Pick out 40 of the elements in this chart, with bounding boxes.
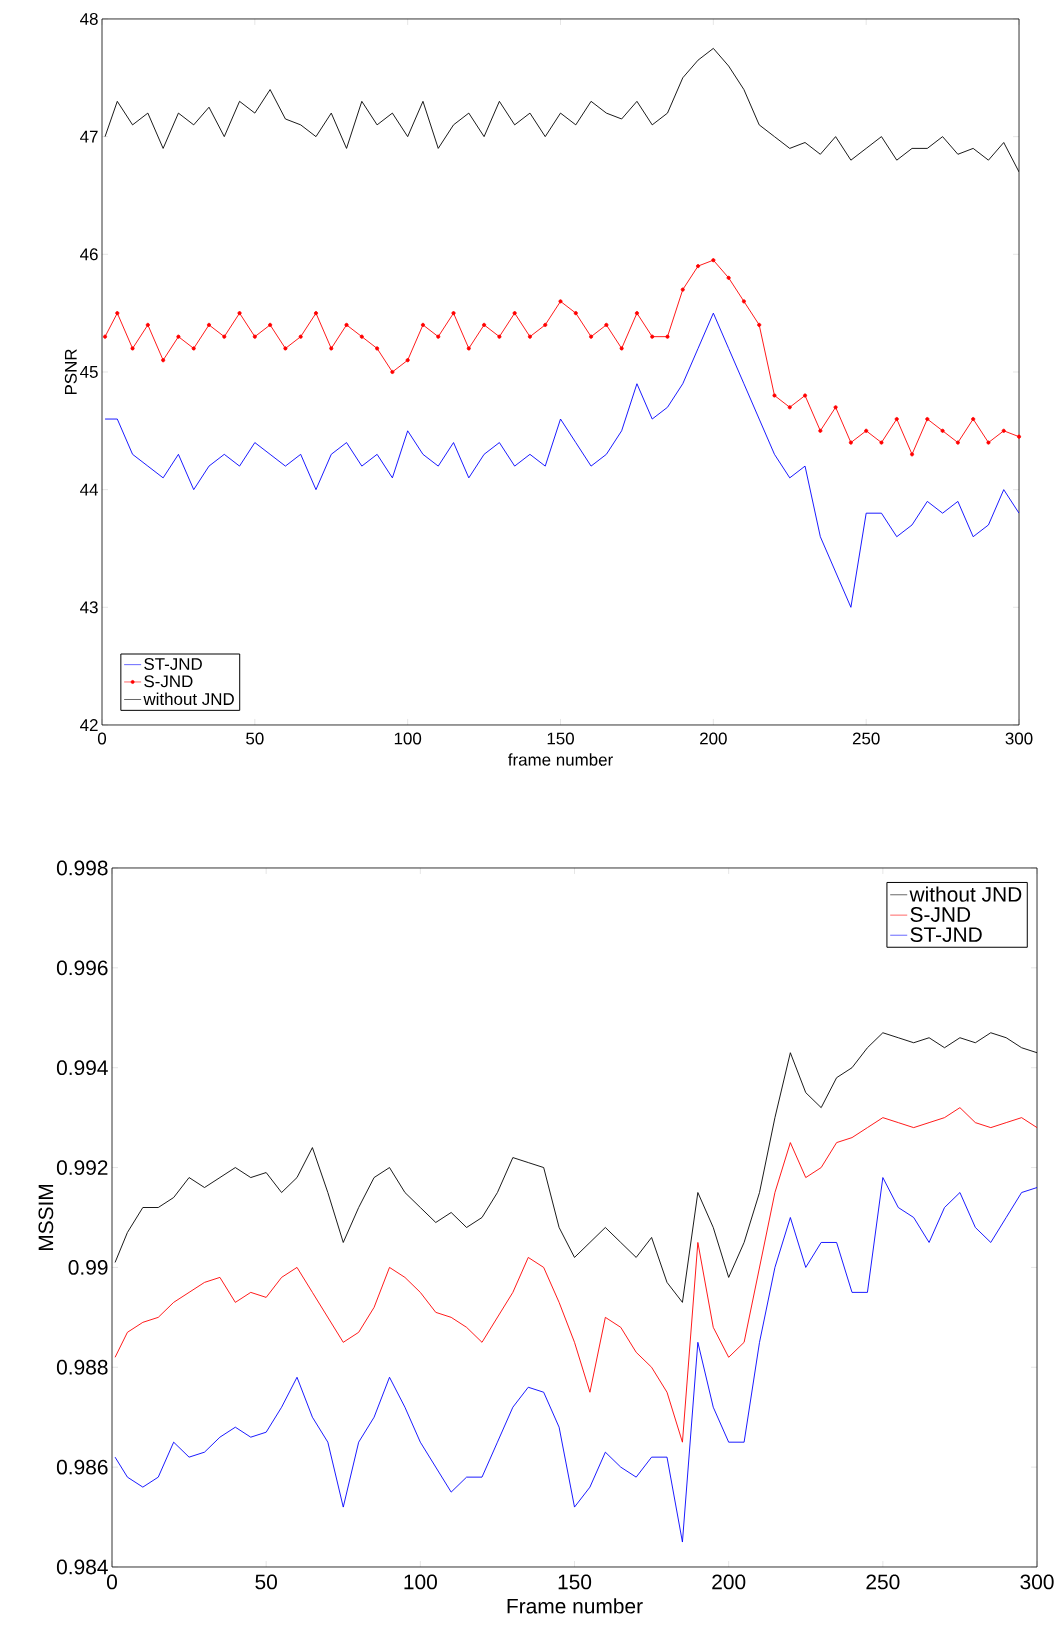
- x-tick-label: 100: [404, 1574, 437, 1590]
- y-tick-label: 0.988: [56, 1359, 108, 1375]
- x-axis-title: frame number: [508, 753, 613, 766]
- y-tick-label: 44: [80, 483, 98, 496]
- x-tick-label: 100: [394, 732, 422, 745]
- y-tick-label: 0.984: [56, 1559, 108, 1575]
- legend-label: S-JND: [910, 907, 971, 922]
- y-axis-title: PSNR: [64, 349, 77, 395]
- y-tick-label: 0.994: [56, 1060, 108, 1076]
- x-axis-title: Frame number: [507, 1598, 643, 1614]
- x-tick-label: 50: [255, 1574, 277, 1590]
- y-tick-label: 0.986: [56, 1459, 108, 1475]
- legend-label: S-JND: [144, 675, 193, 688]
- legend-label: ST-JND: [144, 657, 202, 670]
- y-tick-label: 45: [80, 366, 98, 378]
- x-tick-label: 250: [866, 1574, 900, 1590]
- x-tick-label: 200: [700, 732, 727, 745]
- y-tick-label: 0.998: [56, 860, 108, 876]
- y-tick-label: 47: [80, 130, 98, 143]
- x-tick-label: 150: [547, 732, 574, 745]
- y-tick-label: 42: [80, 719, 98, 731]
- y-tick-label: 0.99: [68, 1260, 108, 1275]
- x-tick-label: 250: [852, 732, 880, 745]
- legend-label: without JND: [909, 886, 1022, 902]
- y-tick-label: 46: [80, 248, 98, 261]
- x-tick-label: 0: [107, 1574, 117, 1590]
- x-tick-label: 200: [712, 1574, 746, 1590]
- y-tick-label: 43: [80, 601, 98, 614]
- y-tick-label: 0.992: [56, 1160, 108, 1175]
- legend-label: ST-JND: [910, 927, 982, 942]
- legend-label: without JND: [143, 692, 234, 706]
- x-tick-label: 0: [97, 732, 107, 745]
- x-tick-label: 150: [558, 1574, 592, 1590]
- y-axis-title: MSSIM: [38, 1184, 54, 1251]
- x-tick-label: 50: [246, 732, 264, 745]
- y-tick-label: 0.996: [56, 960, 108, 976]
- line-series: [104, 312, 1020, 608]
- x-tick-label: 300: [1005, 732, 1033, 745]
- y-tick-label: 48: [80, 12, 98, 25]
- x-tick-label: 300: [1020, 1574, 1054, 1590]
